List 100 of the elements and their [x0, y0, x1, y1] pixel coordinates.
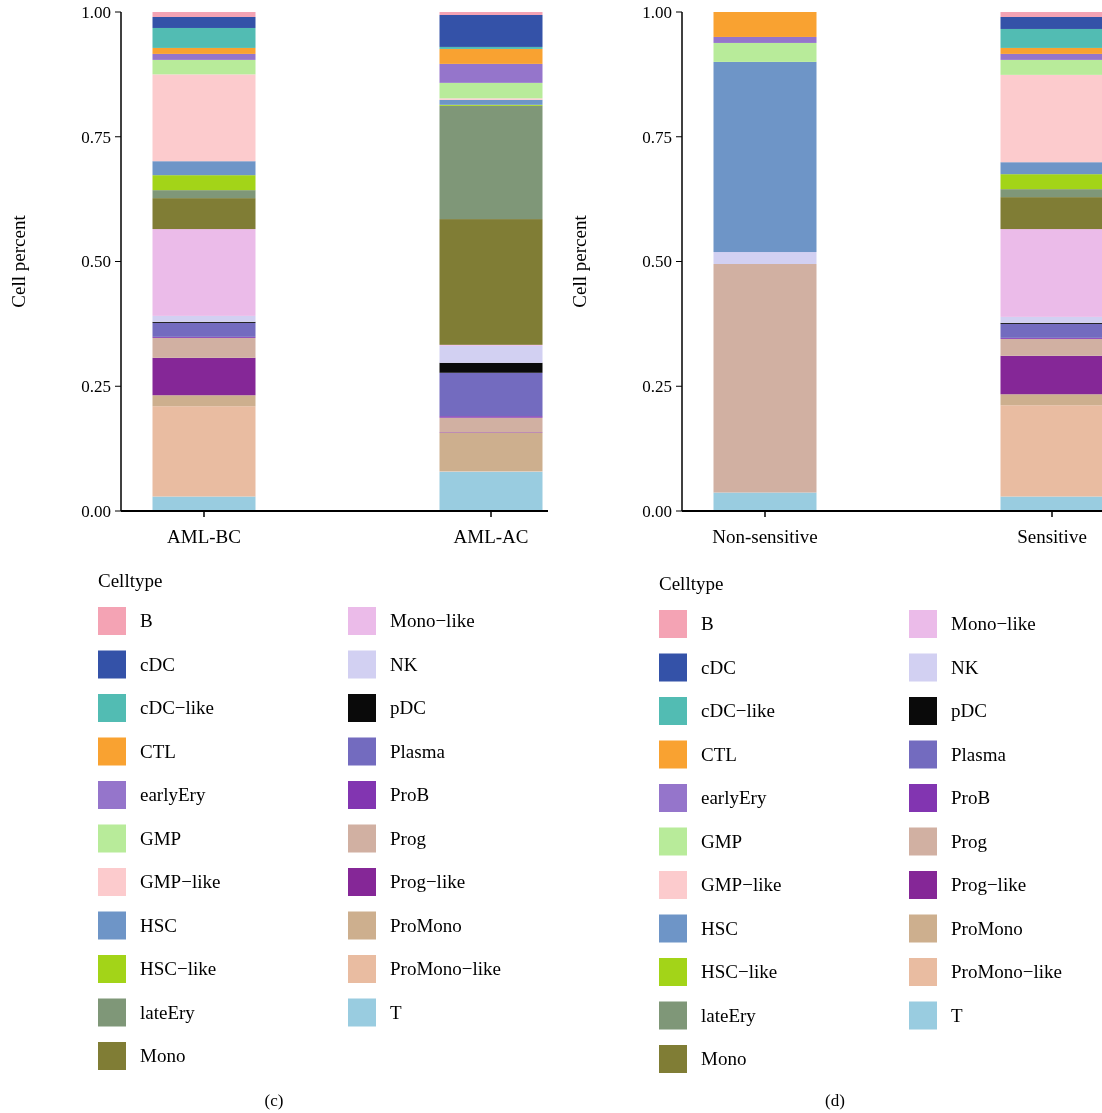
- y-tick-label: 0.50: [81, 252, 111, 272]
- bar: [439, 99, 543, 105]
- legend-title: Celltype: [659, 573, 724, 594]
- bar: [152, 27, 256, 48]
- bar: [152, 337, 256, 358]
- legend-label: Prog: [390, 827, 427, 849]
- legend-label: T: [390, 1001, 402, 1023]
- legend-label: GMP: [140, 827, 182, 849]
- bar: [152, 190, 256, 199]
- bar: [439, 345, 543, 363]
- bar: [1000, 189, 1102, 198]
- legend-label: B: [701, 613, 714, 634]
- bar: [1000, 323, 1102, 338]
- legend-label: Mono: [701, 1048, 747, 1069]
- bar: [439, 63, 543, 83]
- bar: [1000, 394, 1102, 406]
- legend-label: ProB: [951, 787, 991, 808]
- legend-label: GMP−like: [140, 871, 221, 892]
- bar: [152, 406, 256, 497]
- legend-label: HSC: [701, 917, 738, 939]
- y-tick-label: 0.50: [642, 252, 672, 272]
- x-tick-label: Non-sensitive: [712, 526, 818, 547]
- legend-label: cDC: [140, 653, 175, 675]
- legend-label: cDC: [701, 656, 736, 678]
- y-tick-label: 0.00: [81, 501, 111, 521]
- bar: [1000, 12, 1102, 17]
- bar: [1000, 162, 1102, 175]
- bar: [439, 362, 543, 373]
- legend-label: HSC−like: [140, 958, 217, 979]
- bar: [152, 74, 256, 162]
- bar: [439, 417, 543, 433]
- legend-label: T: [951, 1004, 963, 1026]
- legend-label: cDC−like: [701, 700, 776, 721]
- bar: [439, 14, 543, 47]
- legend-label: earlyEry: [701, 787, 767, 808]
- bar: [439, 12, 543, 15]
- y-tick-label: 0.75: [642, 127, 672, 147]
- y-axis-title: Cell percent: [8, 214, 29, 308]
- bar: [1000, 74, 1102, 163]
- bar: [152, 395, 256, 407]
- y-tick-label: 0.25: [642, 377, 672, 397]
- bar: [1000, 59, 1102, 75]
- bar: [439, 471, 543, 511]
- legend-label: Mono−like: [951, 613, 1036, 634]
- legend-label: pDC: [951, 700, 987, 721]
- legend-label: earlyEry: [140, 784, 206, 805]
- bar: [1000, 405, 1102, 497]
- legend-label: Plasma: [390, 740, 446, 762]
- legend-label: NK: [951, 656, 979, 678]
- legend-label: ProMono: [951, 917, 1023, 939]
- bar: [713, 252, 817, 264]
- bar: [152, 12, 256, 17]
- bar: [1000, 316, 1102, 323]
- y-tick-label: 0.75: [81, 127, 111, 147]
- bar: [439, 432, 543, 472]
- bar: [713, 264, 817, 493]
- bar: [152, 322, 256, 337]
- legend-label: pDC: [390, 697, 426, 718]
- legend-label: CTL: [140, 740, 176, 762]
- bar: [1000, 338, 1102, 356]
- x-tick-label: AML-BC: [167, 526, 241, 547]
- y-axis-title: Cell percent: [569, 214, 590, 308]
- legend-title: Celltype: [98, 570, 163, 591]
- legend-label: ProMono−like: [951, 961, 1062, 982]
- bar: [1000, 53, 1102, 60]
- legend-label: ProMono−like: [390, 958, 501, 979]
- bar: [713, 61, 817, 253]
- bar: [1000, 47, 1102, 54]
- legend-label: lateEry: [701, 1004, 757, 1026]
- bar: [152, 47, 256, 54]
- legend-label: lateEry: [140, 1001, 196, 1023]
- bar: [713, 12, 817, 37]
- bar: [152, 53, 256, 60]
- legend-label: Plasma: [951, 743, 1007, 765]
- legend-label: Prog: [951, 830, 988, 852]
- y-tick-label: 0.00: [642, 501, 672, 521]
- bar: [1000, 28, 1102, 48]
- bar: [152, 198, 256, 230]
- bar: [152, 59, 256, 75]
- bar: [152, 496, 256, 511]
- legend-label: HSC−like: [701, 961, 778, 982]
- bar: [152, 357, 256, 396]
- legend-label: GMP: [701, 830, 743, 852]
- legend-label: Prog−like: [390, 871, 466, 892]
- bar: [1000, 174, 1102, 190]
- y-tick-label: 1.00: [81, 2, 111, 22]
- bar: [439, 105, 543, 220]
- bar: [439, 82, 543, 99]
- bar: [152, 16, 256, 28]
- bar: [713, 492, 817, 511]
- bar: [439, 372, 543, 417]
- legend-label: Mono: [140, 1045, 186, 1066]
- legend-label: Mono−like: [390, 610, 475, 631]
- x-tick-label: AML-AC: [453, 526, 529, 547]
- bar: [1000, 197, 1102, 230]
- text: (d): [825, 1091, 845, 1110]
- legend-label: ProB: [390, 784, 430, 805]
- y-tick-label: 1.00: [642, 2, 672, 22]
- bar: [439, 46, 543, 49]
- bar: [152, 161, 256, 176]
